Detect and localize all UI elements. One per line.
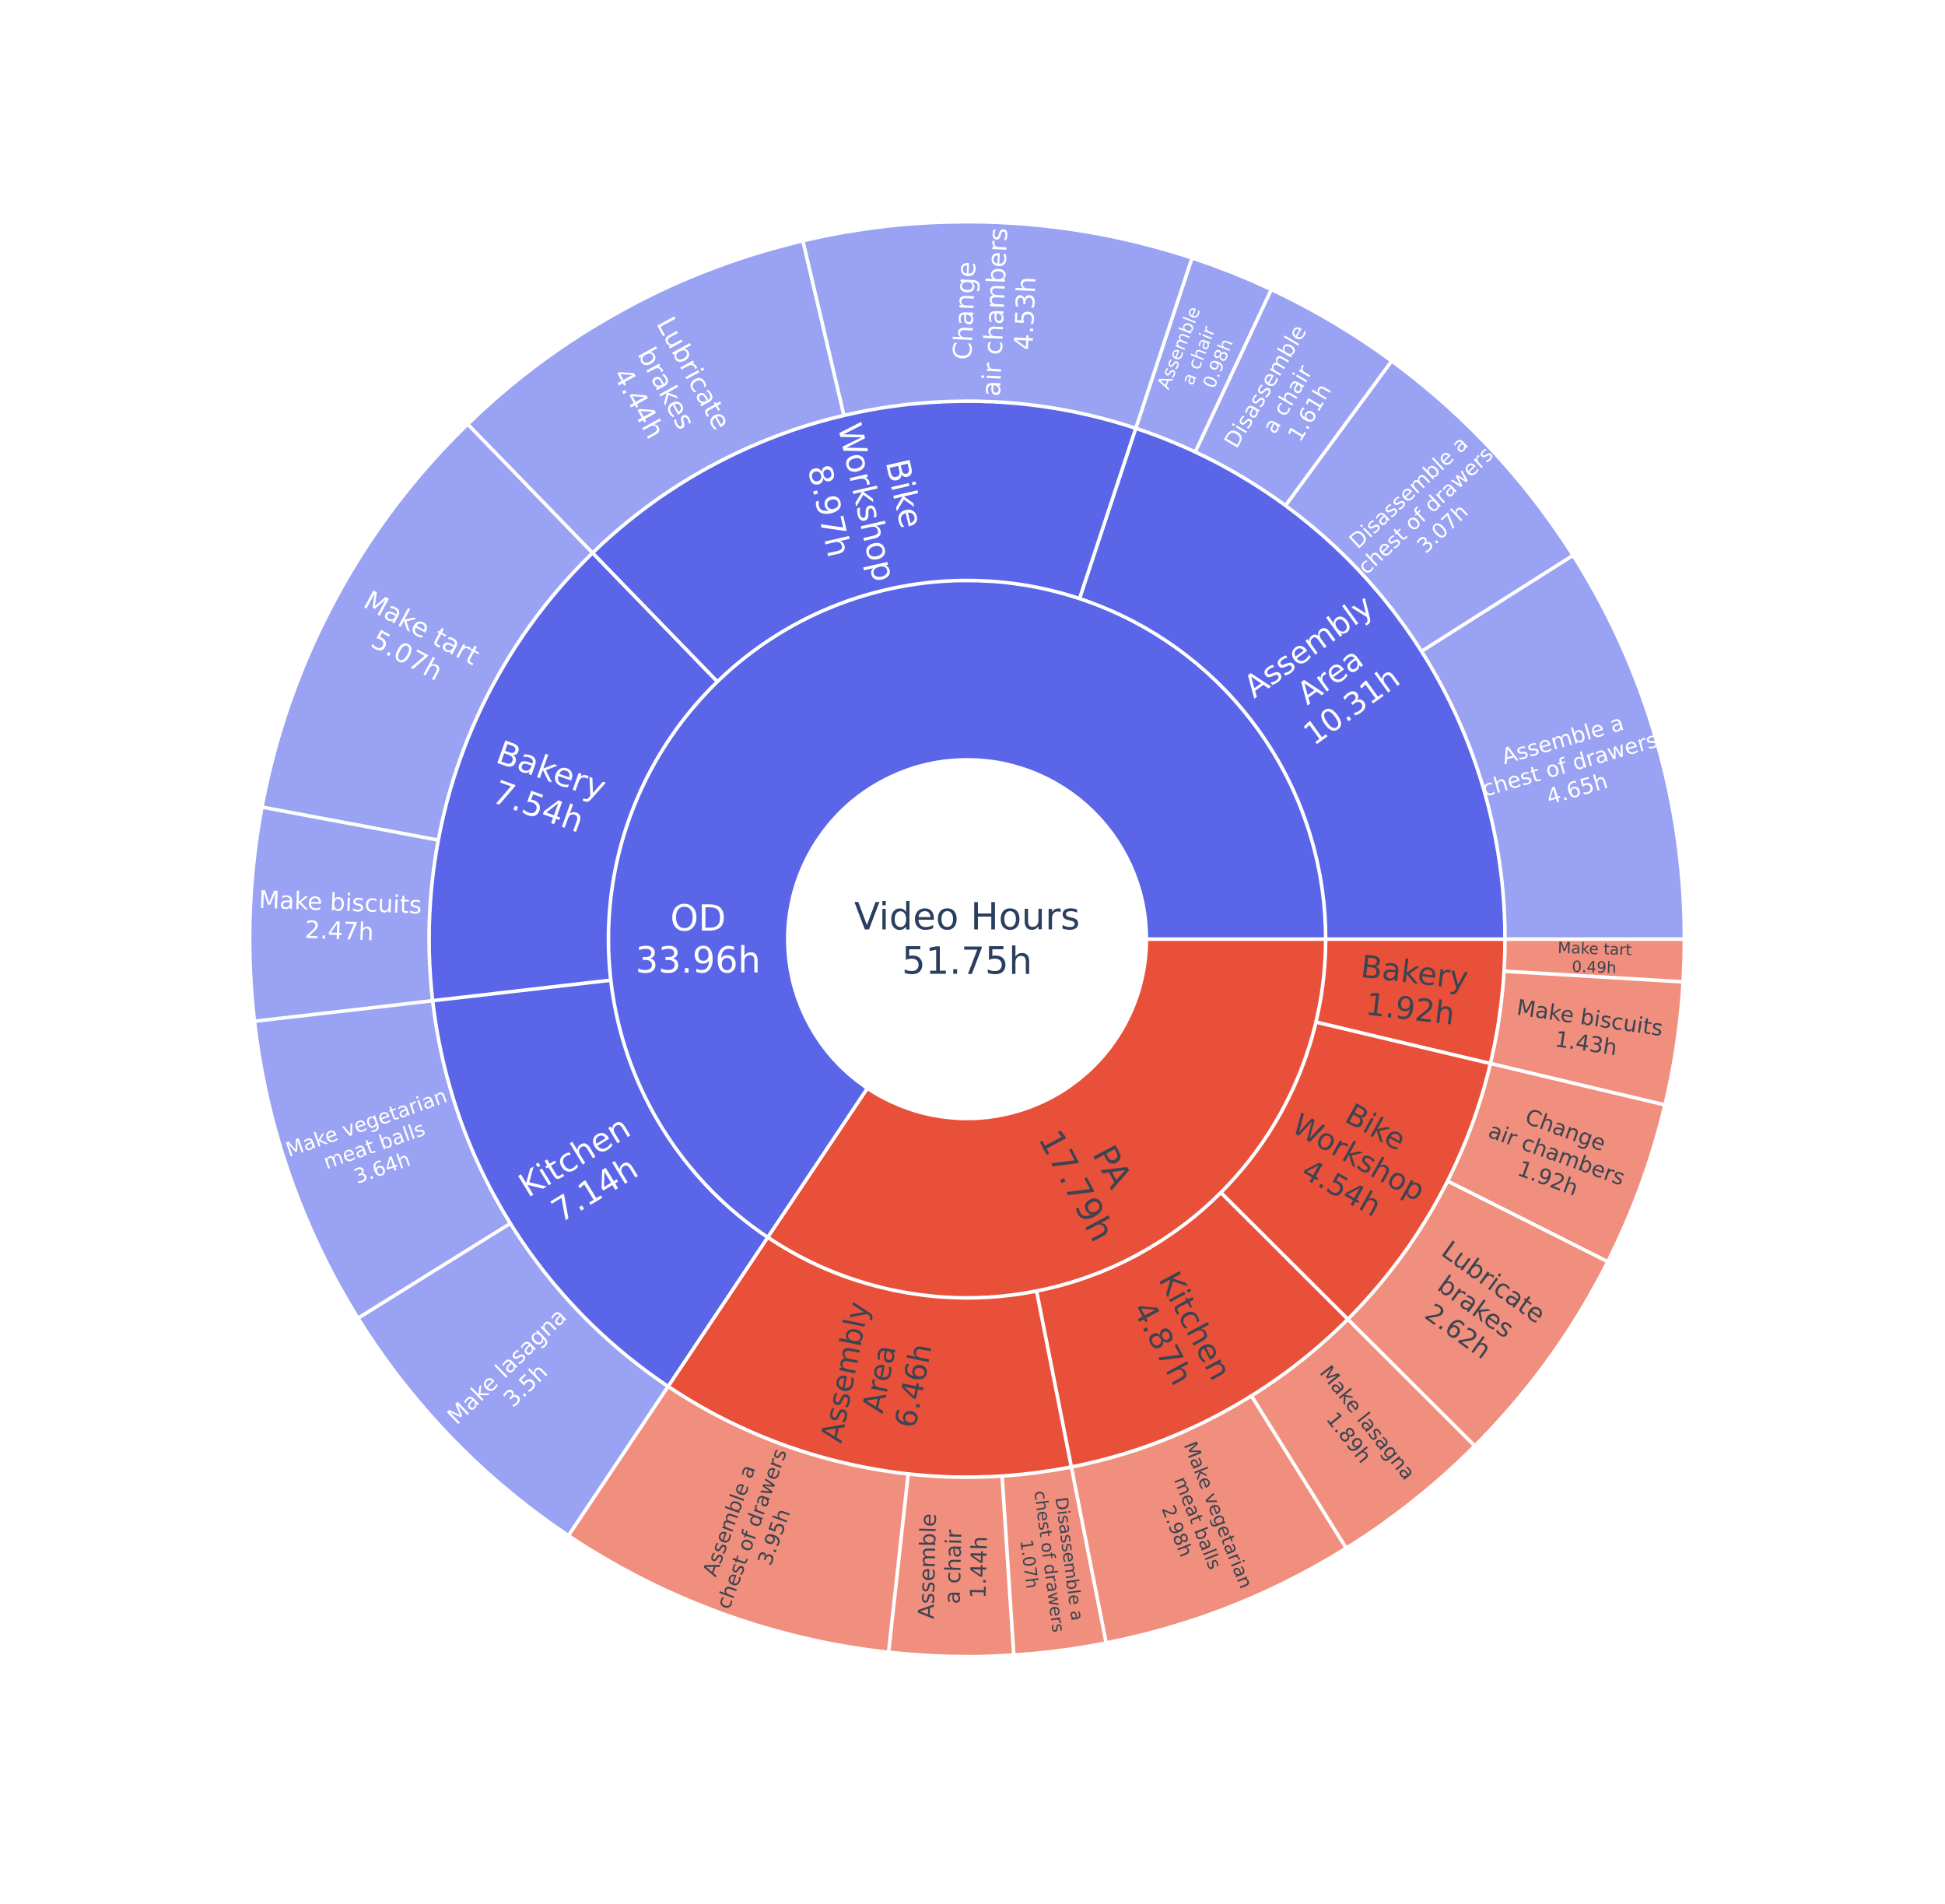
label-video-hours: Video Hours 51.75h — [854, 896, 1080, 984]
sector-od-bike-workshop-change-air-chambers[interactable] — [801, 219, 1194, 430]
sector-od-bakery-make-biscuits[interactable] — [247, 805, 440, 1023]
sector-pa-assembly-area-assemble-a-chair[interactable] — [886, 1472, 1016, 1659]
sector-pa-bakery-make-tart[interactable] — [1502, 937, 1687, 984]
